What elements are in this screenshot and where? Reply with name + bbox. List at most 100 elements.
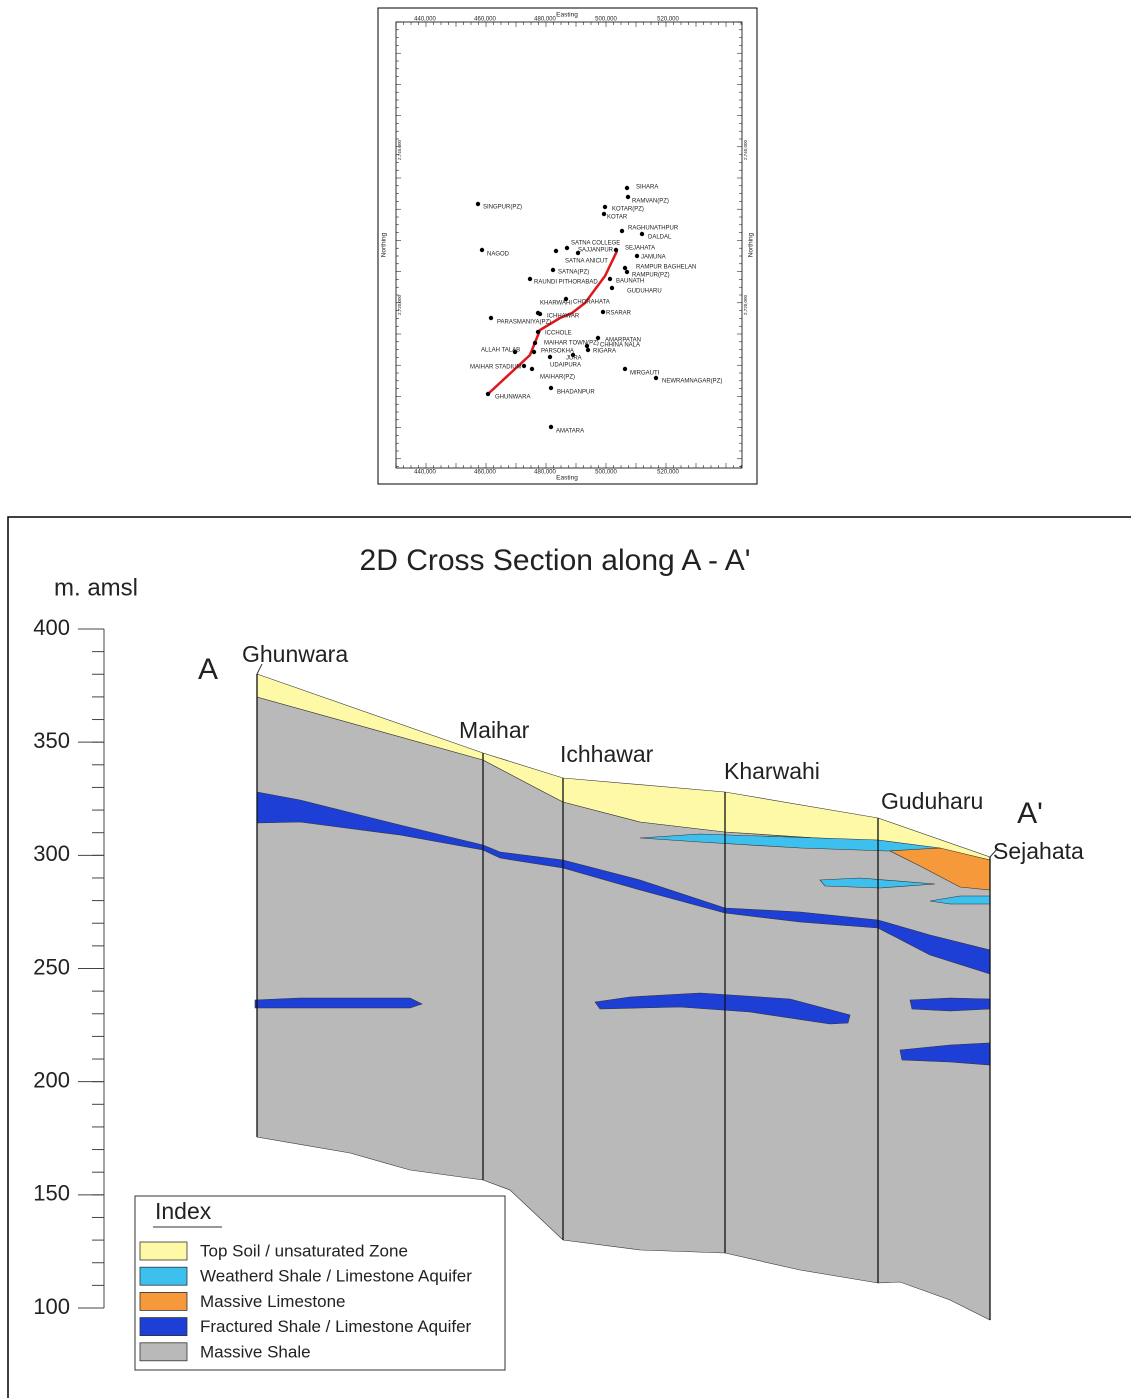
legend-swatch bbox=[140, 1292, 187, 1310]
station-point bbox=[551, 268, 555, 272]
station-label: JAMUNA bbox=[641, 255, 666, 261]
station-label: SATNA(PZ) bbox=[558, 270, 589, 276]
station-point bbox=[530, 367, 534, 371]
map-x-tick-label: 520,000 bbox=[657, 17, 679, 23]
station-label: DALDAL bbox=[648, 235, 672, 241]
station-label: SINGPUR(PZ) bbox=[483, 205, 522, 211]
station-point bbox=[640, 232, 644, 236]
station-label: GUDUHARU bbox=[627, 289, 662, 295]
station-name: Ghunwara bbox=[242, 641, 348, 667]
station-label: UDAIPURA bbox=[550, 363, 581, 369]
station-point bbox=[625, 270, 629, 274]
map-y-tick-label: 2,740,000 bbox=[743, 139, 748, 160]
station-label: SIHARA bbox=[636, 185, 658, 191]
map-y-tick-label: 2,720,000 bbox=[743, 294, 748, 315]
station-label: SATNA COLLEGE bbox=[571, 241, 620, 247]
y-tick-label: 300 bbox=[33, 841, 70, 866]
map-y-tick-label: 2,720,000 bbox=[397, 294, 402, 315]
legend-swatch bbox=[140, 1343, 187, 1361]
station-point bbox=[533, 341, 537, 345]
end-label: A bbox=[198, 653, 218, 686]
map-x-tick-label: 440,000 bbox=[414, 17, 436, 23]
y-tick-label: 400 bbox=[33, 615, 70, 640]
page: {"map": { "axis_titles": {"x_top": "East… bbox=[0, 0, 1131, 1398]
legend-label: Fractured Shale / Limestone Aquifer bbox=[200, 1317, 472, 1336]
map-x-tick-label: 460,000 bbox=[474, 470, 496, 476]
y-tick-label: 350 bbox=[33, 728, 70, 753]
legend-label: Top Soil / unsaturated Zone bbox=[200, 1241, 408, 1260]
station-label: SAJJANPUR bbox=[578, 248, 614, 254]
station-label: RAMVAN(PZ) bbox=[632, 199, 669, 205]
station-point bbox=[549, 425, 553, 429]
station-point bbox=[549, 386, 553, 390]
station-name: Maihar bbox=[459, 717, 530, 743]
station-point bbox=[564, 297, 568, 301]
station-point bbox=[489, 316, 493, 320]
map-x-tick-label: 480,000 bbox=[534, 17, 556, 23]
station-point bbox=[528, 277, 532, 281]
station-label: MAIHAR TOWN(PZ) bbox=[544, 341, 599, 347]
station-point bbox=[602, 212, 606, 216]
station-point bbox=[623, 367, 627, 371]
station-point bbox=[522, 364, 526, 368]
station-label: ALLAH TALAB bbox=[481, 348, 520, 354]
station-label: PARASMANIYA(PZ) bbox=[497, 320, 551, 326]
station-point bbox=[480, 248, 484, 252]
map-y-title: Northing bbox=[748, 232, 755, 257]
map-x-tick-label: 440,000 bbox=[414, 470, 436, 476]
station-point bbox=[614, 248, 618, 252]
station-label: KOTAR bbox=[607, 215, 628, 221]
station-point bbox=[536, 330, 540, 334]
legend-label: Massive Shale bbox=[200, 1342, 311, 1361]
station-label: PARSOKHA bbox=[541, 349, 574, 355]
station-point bbox=[586, 348, 590, 352]
station-label: SEJAHATA bbox=[625, 246, 655, 252]
figure: EastingEastingNorthingNorthing440,000440… bbox=[0, 0, 1131, 1398]
section-title: 2D Cross Section along A - A' bbox=[360, 544, 751, 577]
station-label: NEWRAMNAGAR(PZ) bbox=[662, 379, 722, 385]
map-x-tick-label: 480,000 bbox=[534, 470, 556, 476]
station-label: MAIHAR STADIUM bbox=[470, 365, 522, 371]
station-label: RAUNDI PITHORABAD bbox=[534, 280, 598, 286]
station-point bbox=[476, 202, 480, 206]
station-point bbox=[654, 376, 658, 380]
station-point bbox=[585, 344, 589, 348]
station-point bbox=[532, 350, 536, 354]
station-point bbox=[601, 310, 605, 314]
y-axis-label: m. amsl bbox=[54, 574, 138, 601]
layer-3 bbox=[255, 998, 422, 1008]
station-point bbox=[554, 249, 558, 253]
station-point bbox=[538, 312, 542, 316]
station-point bbox=[620, 229, 624, 233]
station-point bbox=[626, 195, 630, 199]
legend-swatch bbox=[140, 1242, 187, 1260]
station-name: Ichhawar bbox=[560, 741, 654, 767]
station-point bbox=[548, 355, 552, 359]
legend-swatch bbox=[140, 1267, 187, 1285]
station-label: ICHHAWAR bbox=[547, 314, 580, 320]
station-label: BAUNATH bbox=[616, 279, 644, 285]
station-label: KHARWAHI bbox=[540, 301, 572, 307]
map-x-tick-label: 520,000 bbox=[657, 470, 679, 476]
legend-label: Massive Limestone bbox=[200, 1292, 346, 1311]
legend-label: Weatherd Shale / Limestone Aquifer bbox=[200, 1267, 472, 1286]
layer-3 bbox=[910, 998, 990, 1011]
station-label: RIGARA bbox=[593, 349, 616, 355]
station-point bbox=[623, 266, 627, 270]
map-y-title: Northing bbox=[381, 232, 388, 257]
legend-title: Index bbox=[155, 1198, 212, 1224]
station-name: Sejahata bbox=[993, 838, 1084, 864]
map-x-tick-label: 460,000 bbox=[474, 17, 496, 23]
station-label: SATNA ANICUT bbox=[565, 259, 608, 265]
map-y-tick-label: 2,740,000 bbox=[397, 139, 402, 160]
station-label: RAGHUNATHPUR bbox=[628, 226, 679, 232]
station-point bbox=[486, 392, 490, 396]
station-point bbox=[608, 277, 612, 281]
station-label: MIRGAUTI bbox=[630, 371, 660, 377]
station-point bbox=[635, 254, 639, 258]
map-x-tick-label: 500,000 bbox=[595, 17, 617, 23]
station-label: BHADANPUR bbox=[557, 390, 595, 396]
y-tick-label: 250 bbox=[33, 954, 70, 979]
station-label: GHUNWARA bbox=[495, 395, 530, 401]
map-x-title: Easting bbox=[556, 475, 578, 482]
